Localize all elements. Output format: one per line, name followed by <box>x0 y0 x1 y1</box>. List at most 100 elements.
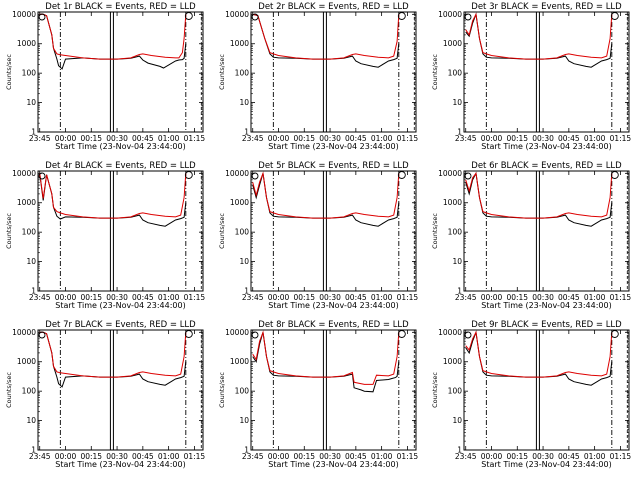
detector-panel: Det 2r BLACK = Events, RED = LLD 1 10 100 10… <box>218 2 418 151</box>
y-tick-label: 10 <box>452 257 462 266</box>
plot-frame <box>250 329 417 451</box>
x-tick-label: 23:45 <box>29 452 51 461</box>
y-tick-label: 1000 <box>17 198 36 207</box>
y-axis-label: Counts/sec <box>5 372 13 408</box>
plot-frame <box>250 170 417 292</box>
x-tick-label: 01:00 <box>371 134 393 143</box>
panel-title: Det 5r BLACK = Events, RED = LLD <box>258 161 409 171</box>
x-tick-label: 00:00 <box>55 134 77 143</box>
saturation-marker <box>251 331 259 339</box>
y-tick-label: 10000 <box>12 328 36 337</box>
x-tick-label: 00:15 <box>506 293 528 302</box>
y-axis-label: Counts/sec <box>5 54 13 90</box>
y-tick-label: 1000 <box>230 39 249 48</box>
y-tick-label: 1 <box>31 287 36 296</box>
panel-title: Det 9r BLACK = Events, RED = LLD <box>471 320 622 330</box>
y-axis-label: Counts/sec <box>5 213 13 249</box>
x-tick-label: 23:45 <box>242 452 264 461</box>
x-tick-label: 00:30 <box>319 293 341 302</box>
x-tick-label: 23:45 <box>455 293 477 302</box>
x-tick-label: 00:45 <box>345 452 367 461</box>
y-axis-label: Counts/sec <box>431 54 439 90</box>
x-tick-label: 01:15 <box>610 452 632 461</box>
saturation-marker <box>397 12 406 20</box>
x-axis-label: Start Time (23-Nov-04 23:44:00) <box>268 460 398 469</box>
saturation-marker <box>251 172 259 180</box>
x-tick-label: 00:45 <box>345 134 367 143</box>
y-tick-label: 10 <box>239 98 249 107</box>
saturation-marker <box>464 13 472 21</box>
panel-title: Det 6r BLACK = Events, RED = LLD <box>471 161 622 171</box>
y-tick-label: 1 <box>244 128 249 137</box>
panel-title: Det 4r BLACK = Events, RED = LLD <box>45 161 196 171</box>
lld-series-line <box>252 171 400 219</box>
x-tick-label: 01:00 <box>158 293 180 302</box>
x-tick-label: 23:45 <box>242 293 264 302</box>
saturation-marker <box>610 171 619 179</box>
saturation-marker <box>184 330 193 338</box>
saturation-marker <box>610 330 619 338</box>
y-tick-label: 1 <box>244 287 249 296</box>
x-tick-label: 00:15 <box>293 134 315 143</box>
y-tick-label: 1 <box>457 128 462 137</box>
y-tick-label: 10 <box>26 416 36 425</box>
y-axis-label: Counts/sec <box>431 372 439 408</box>
panel-title: Det 2r BLACK = Events, RED = LLD <box>258 2 409 12</box>
y-axis-label: Counts/sec <box>218 54 226 90</box>
y-tick-label: 10000 <box>12 169 36 178</box>
lld-series-line <box>39 331 187 378</box>
x-axis-label: Start Time (23-Nov-04 23:44:00) <box>268 301 398 310</box>
lld-series-line <box>465 12 613 60</box>
x-tick-label: 00:15 <box>80 452 102 461</box>
x-tick-label: 00:30 <box>319 134 341 143</box>
x-tick-label: 00:00 <box>268 293 290 302</box>
y-axis-label: Counts/sec <box>218 372 226 408</box>
x-axis-label: Start Time (23-Nov-04 23:44:00) <box>55 460 185 469</box>
x-tick-label: 01:00 <box>371 452 393 461</box>
y-tick-label: 10 <box>26 257 36 266</box>
y-tick-label: 1000 <box>443 39 462 48</box>
x-tick-label: 00:30 <box>106 452 128 461</box>
lld-series-line <box>39 173 187 219</box>
x-tick-label: 00:45 <box>132 134 154 143</box>
y-tick-label: 10 <box>26 98 36 107</box>
x-axis-label: Start Time (23-Nov-04 23:44:00) <box>55 301 185 310</box>
x-tick-label: 00:45 <box>132 293 154 302</box>
x-tick-label: 00:00 <box>481 452 503 461</box>
plot-frame <box>463 329 630 451</box>
x-tick-label: 23:45 <box>242 134 264 143</box>
lld-series-line <box>252 330 400 385</box>
y-tick-label: 10000 <box>438 169 462 178</box>
y-tick-label: 100 <box>448 69 463 78</box>
detector-panel: Det 3r BLACK = Events, RED = LLD 1 10 100 10… <box>431 2 631 151</box>
x-tick-label: 00:45 <box>558 452 580 461</box>
saturation-marker <box>184 12 193 20</box>
x-tick-label: 01:00 <box>584 293 606 302</box>
x-tick-label: 01:15 <box>397 452 419 461</box>
x-tick-label: 23:45 <box>29 134 51 143</box>
x-axis-label: Start Time (23-Nov-04 23:44:00) <box>481 460 611 469</box>
lld-series-line <box>465 172 613 219</box>
x-tick-label: 00:45 <box>132 452 154 461</box>
y-tick-label: 10 <box>239 257 249 266</box>
panel-title: Det 7r BLACK = Events, RED = LLD <box>45 320 196 330</box>
y-tick-label: 1000 <box>230 357 249 366</box>
x-tick-label: 00:00 <box>481 134 503 143</box>
detector-panel: Det 4r BLACK = Events, RED = LLD 1 10 100 10… <box>5 161 205 310</box>
x-axis-label: Start Time (23-Nov-04 23:44:00) <box>481 142 611 151</box>
saturation-marker <box>397 330 406 338</box>
x-tick-label: 00:30 <box>532 293 554 302</box>
x-tick-label: 01:00 <box>158 452 180 461</box>
y-tick-label: 1000 <box>17 39 36 48</box>
lld-series-line <box>39 13 187 60</box>
y-tick-label: 10000 <box>225 10 249 19</box>
panel-grid: Det 1r BLACK = Events, RED = LLD11010010… <box>5 2 631 469</box>
x-tick-label: 00:15 <box>293 452 315 461</box>
x-tick-label: 01:00 <box>371 293 393 302</box>
detector-panel: Det 9r BLACK = Events, RED = LLD 1 10 100 10… <box>431 320 631 469</box>
x-tick-label: 00:30 <box>532 134 554 143</box>
y-tick-label: 10 <box>452 98 462 107</box>
saturation-marker <box>610 12 619 20</box>
